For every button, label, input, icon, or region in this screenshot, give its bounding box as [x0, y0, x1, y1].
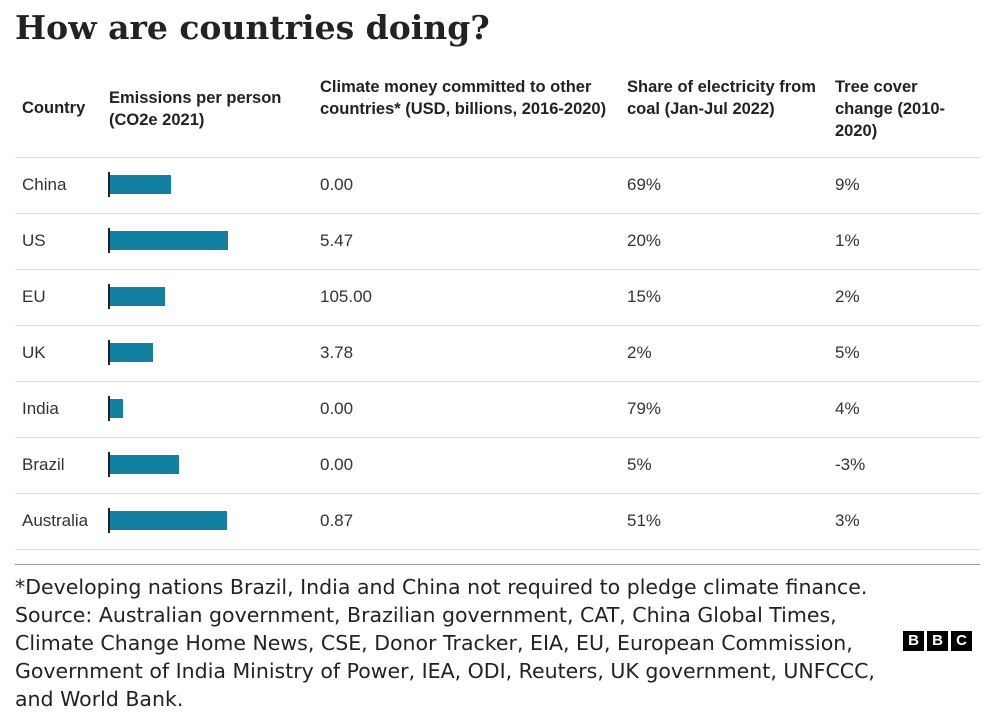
header-climate-money: Climate money committed to other countri… — [320, 78, 607, 118]
country-label: US — [22, 231, 46, 250]
emissions-bar — [110, 343, 154, 362]
emissions-bar-cell — [108, 452, 288, 477]
emissions-bar — [110, 455, 179, 474]
coal-share-value: 79% — [627, 399, 662, 418]
country-label: Australia — [22, 511, 89, 530]
bar-baseline — [108, 508, 110, 533]
table-body: China 0.00 69% 9% US 5.47 20% 1% EU 105.00 15% 2% UK… — [15, 158, 980, 550]
tree-cover-value: 1% — [835, 231, 860, 250]
coal-share-value: 5% — [627, 455, 652, 474]
tree-cover-value: 4% — [835, 399, 860, 418]
coal-share-value: 20% — [627, 231, 662, 250]
country-label: Brazil — [22, 455, 65, 474]
country-label: UK — [22, 343, 46, 362]
country-label: China — [22, 175, 67, 194]
emissions-bar-cell — [108, 340, 288, 365]
bar-baseline — [108, 452, 110, 477]
bbc-logo: B B C — [903, 631, 972, 651]
climate-money-value: 0.87 — [320, 511, 354, 530]
emissions-bar-cell — [108, 172, 288, 197]
emissions-bar — [110, 231, 228, 250]
table-row: Australia 0.87 51% 3% — [15, 494, 980, 550]
climate-money-value: 3.78 — [320, 343, 354, 362]
bar-baseline — [108, 228, 110, 253]
emissions-bar-cell — [108, 396, 288, 421]
bar-baseline — [108, 396, 110, 421]
emissions-bar — [110, 287, 165, 306]
chart-title: How are countries doing? — [15, 8, 490, 47]
table-row: India 0.00 79% 4% — [15, 382, 980, 438]
coal-share-value: 2% — [627, 343, 652, 362]
emissions-bar-cell — [108, 284, 288, 309]
logo-letter: B — [903, 631, 924, 651]
coal-share-value: 69% — [627, 175, 662, 194]
emissions-bar — [110, 399, 124, 418]
climate-money-value: 0.00 — [320, 455, 354, 474]
coal-share-value: 15% — [627, 287, 662, 306]
tree-cover-value: 2% — [835, 287, 860, 306]
data-table: Country Emissions per person (CO2e 2021)… — [15, 70, 980, 550]
bar-baseline — [108, 340, 110, 365]
emissions-bar-cell — [108, 508, 288, 533]
country-label: India — [22, 399, 59, 418]
climate-money-value: 0.00 — [320, 399, 354, 418]
footnote-divider — [15, 564, 980, 565]
country-label: EU — [22, 287, 46, 306]
table-header: Country Emissions per person (CO2e 2021)… — [15, 70, 980, 158]
emissions-bar — [110, 175, 171, 194]
emissions-bar-cell — [108, 228, 288, 253]
table-row: China 0.00 69% 9% — [15, 158, 980, 214]
logo-letter: B — [927, 631, 948, 651]
table-row: US 5.47 20% 1% — [15, 214, 980, 270]
table-row: Brazil 0.00 5% -3% — [15, 438, 980, 494]
table-row: UK 3.78 2% 5% — [15, 326, 980, 382]
header-coal-share: Share of electricity from coal (Jan-Jul … — [627, 78, 816, 118]
bar-baseline — [108, 284, 110, 309]
header-emissions: Emissions per person (CO2e 2021) — [109, 89, 282, 129]
climate-money-value: 105.00 — [320, 287, 372, 306]
header-tree-cover: Tree cover change (2010-2020) — [835, 78, 946, 140]
tree-cover-value: 5% — [835, 343, 860, 362]
bar-baseline — [108, 172, 110, 197]
tree-cover-value: 3% — [835, 511, 860, 530]
tree-cover-value: 9% — [835, 175, 860, 194]
logo-letter: C — [951, 631, 972, 651]
header-country: Country — [22, 99, 86, 117]
climate-money-value: 0.00 — [320, 175, 354, 194]
footnote: *Developing nations Brazil, India and Ch… — [15, 575, 875, 711]
climate-money-value: 5.47 — [320, 231, 354, 250]
emissions-bar — [110, 511, 227, 530]
table-row: EU 105.00 15% 2% — [15, 270, 980, 326]
coal-share-value: 51% — [627, 511, 662, 530]
tree-cover-value: -3% — [835, 455, 866, 474]
